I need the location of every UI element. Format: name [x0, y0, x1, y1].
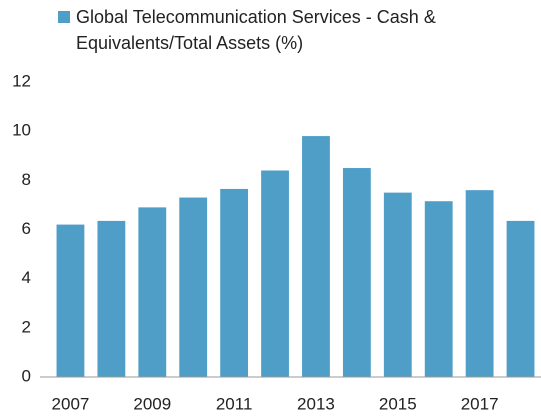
x-tick-label: 2007 — [52, 394, 90, 413]
bar — [383, 192, 412, 377]
y-tick-label: 10 — [12, 121, 31, 140]
y-tick-label: 2 — [22, 317, 31, 336]
bar — [302, 136, 330, 377]
bar — [138, 207, 167, 377]
x-tick-label: 2017 — [461, 394, 499, 413]
legend-swatch — [58, 11, 70, 23]
y-tick-label: 8 — [22, 170, 31, 189]
bar — [506, 220, 535, 377]
y-tick-label: 6 — [22, 219, 31, 238]
x-tick-label: 2013 — [297, 394, 335, 413]
x-tick-label: 2015 — [379, 394, 417, 413]
bar — [220, 188, 249, 377]
y-tick-label: 0 — [22, 366, 31, 385]
legend: Global Telecommunication Services - Cash… — [58, 4, 528, 56]
x-tick-label: 2011 — [216, 394, 253, 413]
bar — [97, 220, 126, 377]
bar — [342, 168, 371, 377]
bar — [424, 201, 453, 377]
y-tick-label: 12 — [12, 71, 31, 90]
bar — [261, 170, 289, 377]
x-tick-label: 2009 — [133, 394, 171, 413]
bar — [56, 224, 85, 377]
bar — [179, 197, 208, 377]
bar — [465, 190, 494, 377]
y-tick-label: 4 — [22, 268, 31, 287]
legend-label: Global Telecommunication Services - Cash… — [76, 7, 436, 53]
